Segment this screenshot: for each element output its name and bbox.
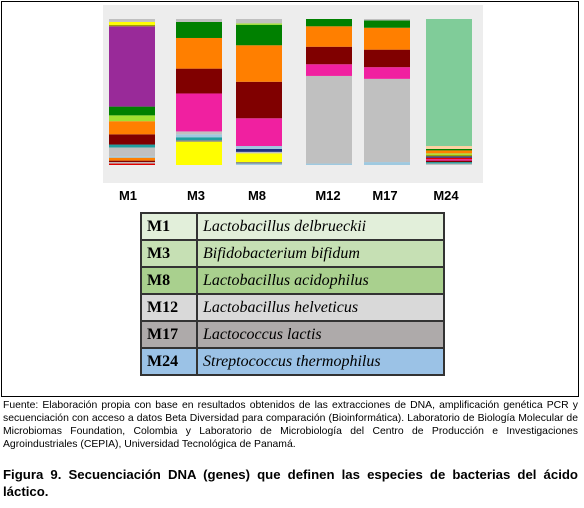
source-note: Fuente: Elaboración propia con base en r… [3,400,578,450]
bar-segment-m17-4 [364,27,410,50]
legend-code: M8 [140,266,198,295]
bar-segment-m1-13 [109,21,155,25]
species-legend-table: M1 Lactobacillus delbrueckii M3 Bifidoba… [140,212,445,376]
bar-segment-m12-5 [306,19,352,27]
category-label: M17 [372,188,398,203]
bar-segment-m3-8 [176,21,222,38]
bar-segment-m17-5 [364,20,410,28]
bar-segment-m1-3 [109,157,155,161]
category-label: M3 [186,188,206,203]
bar-segment-m24-6 [426,154,472,157]
figure-frame: M1 M3 M8 M12 M17 M24 M1 Lactobacillus de… [1,1,579,397]
bar-segment-m1-14 [109,19,155,22]
bar-segment-m8-1 [236,162,282,164]
legend-row: M24 Streptococcus thermophilus [140,347,445,376]
bar-segment-m17-3 [364,49,410,68]
bar-segment-m24-9 [426,148,472,151]
bar-segment-m12-2 [306,64,352,76]
bar-segment-m1-0 [109,163,155,165]
legend-row: M8 Lactobacillus acidophilus [140,266,445,295]
bar-segment-m24-4 [426,157,472,160]
legend-code: M1 [140,212,198,241]
legend-species: Bifidobacterium bifidum [196,239,445,268]
bar-segment-m24-0 [426,163,472,165]
bar-segment-m1-4 [109,156,155,158]
bar-segment-m1-2 [109,160,155,163]
bar-segment-m12-4 [306,26,352,47]
bar-segment-m12-1 [306,75,352,164]
bar-segment-m3-1 [176,140,222,142]
bar-segment-m1-6 [109,144,155,148]
bar-segment-m17-0 [364,162,410,165]
legend-code: M12 [140,293,198,322]
bar-segment-m8-11 [236,19,282,24]
legend-row: M12 Lactobacillus helveticus [140,293,445,322]
legend-row: M3 Bifidobacterium bifidum [140,239,445,268]
bar-segment-m12-0 [306,163,352,165]
bar-segment-m8-4 [236,148,282,152]
legend-species: Lactobacillus helveticus [196,293,445,322]
bar-segment-m24-11 [426,19,472,147]
bar-segment-m8-6 [236,118,282,147]
bar-segment-m8-9 [236,24,282,46]
bar-segment-m8-3 [236,151,282,154]
bar-segment-m8-5 [236,146,282,149]
bar-segment-m24-2 [426,160,472,163]
legend-species: Lactobacillus delbrueckii [196,212,445,241]
bar-segment-m3-2 [176,137,222,141]
bar-segment-m8-8 [236,45,282,82]
bar-segment-m12-3 [306,46,352,65]
bar-segment-m1-7 [109,134,155,145]
legend-species: Streptococcus thermophilus [196,347,445,376]
legend-row: M1 Lactobacillus delbrueckii [140,212,445,241]
bar-segment-m3-6 [176,68,222,94]
bar-segment-m3-4 [176,131,222,135]
bar-segment-m17-6 [364,19,410,21]
category-label: M24 [433,188,459,203]
bar-segment-m3-9 [176,19,222,22]
category-label: M8 [247,188,267,203]
category-label: M1 [118,188,138,203]
bar-segment-m3-5 [176,93,222,132]
legend-code: M3 [140,239,198,268]
bar-segment-m24-8 [426,150,472,154]
bar-segment-m3-0 [176,141,222,165]
chart-plot-area [103,5,483,183]
legend-species: Lactococcus lactis [196,320,445,349]
bar-segment-m1-5 [109,147,155,157]
category-label: M12 [315,188,341,203]
bar-segment-m1-12 [109,24,155,27]
bar-segment-m24-1 [426,162,472,164]
bar-segment-m1-9 [109,115,155,122]
bar-segment-m24-5 [426,156,472,158]
stacked-bar-chart [109,19,472,165]
figure-caption: Figura 9. Secuenciación DNA (genes) que … [3,467,578,499]
legend-code: M24 [140,347,198,376]
bar-segment-m3-3 [176,134,222,138]
bar-segment-m1-11 [109,26,155,107]
legend-species: Lactobacillus acidophilus [196,266,445,295]
bar-segment-m24-7 [426,153,472,155]
bar-segment-m17-2 [364,67,410,79]
bar-segment-m8-7 [236,81,282,119]
legend-code: M17 [140,320,198,349]
bar-segment-m24-10 [426,146,472,149]
bar-segment-m3-7 [176,37,222,69]
bar-segment-m24-3 [426,159,472,161]
bar-segment-m17-1 [364,78,410,163]
bar-segment-m1-10 [109,106,155,116]
legend-row: M17 Lactococcus lactis [140,320,445,349]
bar-segment-m8-10 [236,23,282,25]
bar-segment-m8-0 [236,163,282,165]
bar-segment-m8-2 [236,153,282,163]
bar-segment-m1-1 [109,162,155,164]
bar-segment-m1-8 [109,121,155,135]
